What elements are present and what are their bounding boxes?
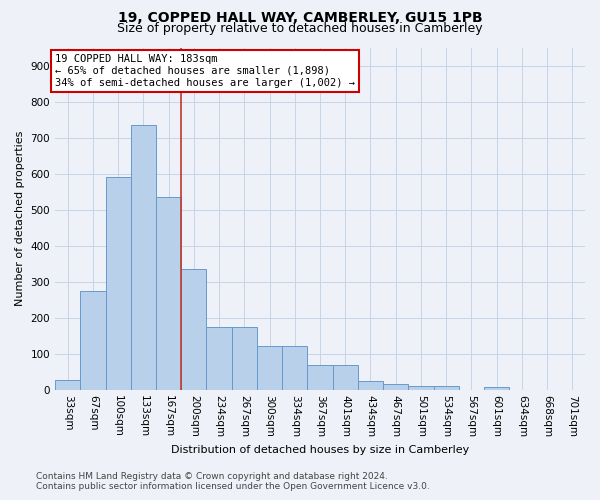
Bar [80,290,106,390]
Bar [55,380,80,390]
Bar [257,346,282,390]
Bar [409,386,434,390]
Text: Contains HM Land Registry data © Crown copyright and database right 2024.
Contai: Contains HM Land Registry data © Crown c… [36,472,430,491]
Bar [206,326,232,390]
Text: Size of property relative to detached houses in Camberley: Size of property relative to detached ho… [117,22,483,35]
Bar [358,380,383,390]
Bar [282,346,307,390]
Bar [232,326,257,390]
Bar [434,386,459,390]
Bar [484,387,509,390]
Bar [332,365,358,390]
Bar [307,365,332,390]
Y-axis label: Number of detached properties: Number of detached properties [15,131,25,306]
X-axis label: Distribution of detached houses by size in Camberley: Distribution of detached houses by size … [171,445,469,455]
Text: 19 COPPED HALL WAY: 183sqm
← 65% of detached houses are smaller (1,898)
34% of s: 19 COPPED HALL WAY: 183sqm ← 65% of deta… [55,54,355,88]
Bar [383,384,409,390]
Bar [181,269,206,390]
Bar [106,177,131,390]
Text: 19, COPPED HALL WAY, CAMBERLEY, GU15 1PB: 19, COPPED HALL WAY, CAMBERLEY, GU15 1PB [118,11,482,25]
Bar [131,125,156,390]
Bar [156,197,181,390]
